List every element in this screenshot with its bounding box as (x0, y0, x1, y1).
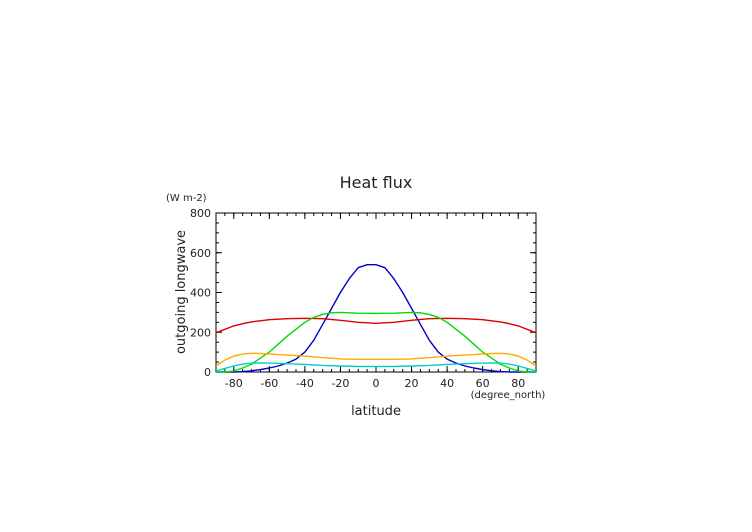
chart-title: Heat flux (340, 173, 413, 192)
series-line-5 (215, 362, 537, 372)
x-tick-label: 80 (511, 377, 525, 390)
y-tick-label: 0 (204, 366, 211, 379)
y-tick-label: 800 (190, 207, 211, 220)
series-line-4 (215, 352, 537, 367)
plot-frame (215, 212, 537, 373)
y-axis-unit: (W m-2) (166, 193, 207, 204)
y-tick-label: 600 (190, 247, 211, 260)
x-tick-label: 0 (373, 377, 380, 390)
x-axis-label: latitude (351, 404, 401, 419)
x-tick-label: 20 (405, 377, 419, 390)
y-tick-label: 400 (190, 287, 211, 300)
series-line-2 (215, 317, 537, 334)
x-tick-label: -40 (296, 377, 314, 390)
x-tick-label: 40 (440, 377, 454, 390)
x-tick-label: -20 (331, 377, 349, 390)
x-tick-label: 60 (476, 377, 490, 390)
x-axis-unit: (degree_north) (471, 390, 546, 401)
x-tick-label: -80 (225, 377, 243, 390)
x-tick-label: -60 (260, 377, 278, 390)
series-line-1 (216, 264, 536, 373)
y-tick-label: 200 (190, 326, 211, 339)
series-line-3 (216, 311, 536, 373)
y-axis-label: outgoing longwave (174, 230, 189, 354)
